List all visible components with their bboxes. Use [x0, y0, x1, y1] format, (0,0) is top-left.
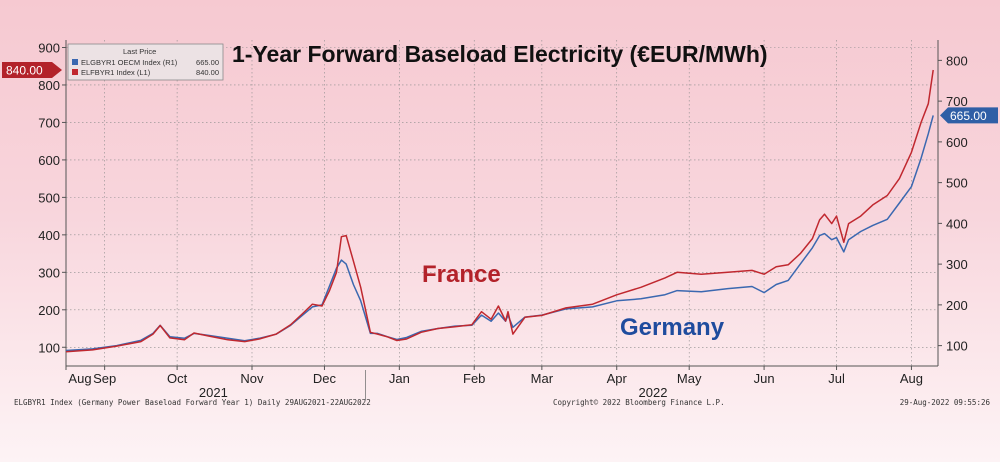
left-y-tick-label: 300 — [38, 265, 60, 280]
chart-title: 1-Year Forward Baseload Electricity (€EU… — [232, 41, 768, 67]
legend-label-france: ELFBYR1 Index (L1) — [81, 68, 151, 77]
x-tick-label: Jul — [828, 371, 845, 386]
right-y-tick-label: 400 — [946, 216, 968, 231]
left-y-tick-label: 700 — [38, 115, 60, 130]
left-y-tick-label: 600 — [38, 153, 60, 168]
right-y-tick-label: 300 — [946, 257, 968, 272]
x-tick-label: Aug — [900, 371, 923, 386]
right-y-tick-labels: 100 200 300 400 500 600 700 800 — [938, 53, 968, 354]
last-value-tag-germany-text: 665.00 — [950, 109, 987, 123]
left-y-tick-label: 200 — [38, 303, 60, 318]
x-tick-label: May — [677, 371, 702, 386]
last-value-tag-france: 840.00 — [2, 61, 62, 78]
left-y-tick-label: 900 — [38, 40, 60, 55]
series-line-france — [65, 69, 934, 353]
legend-label-germany: ELGBYR1 OECM Index (R1) — [81, 58, 178, 67]
footer-source: ELGBYR1 Index (Germany Power Baseload Fo… — [14, 398, 371, 407]
left-y-tick-label: 500 — [38, 190, 60, 205]
left-y-tick-labels: 100 200 300 400 500 600 700 800 900 — [38, 40, 66, 355]
legend-header: Last Price — [123, 47, 156, 56]
last-value-tag-germany: 665.00 — [940, 107, 998, 124]
last-value-tag-germany-shape — [940, 107, 998, 124]
legend: Last Price ELGBYR1 OECM Index (R1) 665.0… — [67, 43, 224, 81]
series-line-germany — [65, 115, 934, 352]
footer-timestamp: 29-Aug-2022 09:55:26 — [899, 398, 990, 407]
x-tick-label: Jun — [754, 371, 775, 386]
right-y-tick-label: 200 — [946, 298, 968, 313]
year-label: 2022 — [639, 385, 668, 400]
left-y-tick-label: 100 — [38, 340, 60, 355]
year-labels: 2021 2022 — [199, 385, 668, 400]
footer-copyright: Copyright© 2022 Bloomberg Finance L.P. — [553, 398, 725, 407]
x-tick-label: Mar — [531, 371, 554, 386]
legend-value-france: 840.00 — [196, 68, 219, 77]
left-y-tick-label: 400 — [38, 228, 60, 243]
last-value-tag-france-text: 840.00 — [6, 63, 43, 77]
x-tick-label: Jan — [389, 371, 410, 386]
legend-swatch-germany — [72, 59, 78, 65]
x-tick-label: Sep — [93, 371, 116, 386]
x-tick-label: Dec — [313, 371, 337, 386]
legend-value-germany: 665.00 — [196, 58, 219, 67]
last-value-tag-france-shape — [2, 61, 62, 78]
annotation-germany: Germany — [620, 314, 725, 341]
right-y-tick-label: 800 — [946, 53, 968, 68]
legend-box — [67, 43, 224, 81]
legend-swatch-france — [72, 69, 78, 75]
x-tick-label: Apr — [607, 371, 628, 386]
right-y-tick-label: 500 — [946, 176, 968, 191]
x-tick-label: Nov — [240, 371, 264, 386]
x-tick-label: Aug — [68, 371, 91, 386]
right-y-tick-label: 700 — [946, 94, 968, 109]
right-y-tick-label: 100 — [946, 339, 968, 354]
left-y-tick-label: 800 — [38, 78, 60, 93]
annotation-france: France — [422, 261, 501, 288]
year-label: 2021 — [199, 385, 228, 400]
series-layer — [65, 69, 934, 353]
x-tick-label: Feb — [463, 371, 485, 386]
right-y-tick-label: 600 — [946, 135, 968, 150]
x-tick-label: Oct — [167, 371, 188, 386]
x-tick-labels: Aug Sep Oct Nov Dec Jan Feb Mar Apr May Jun Jul Aug — [65, 366, 923, 400]
